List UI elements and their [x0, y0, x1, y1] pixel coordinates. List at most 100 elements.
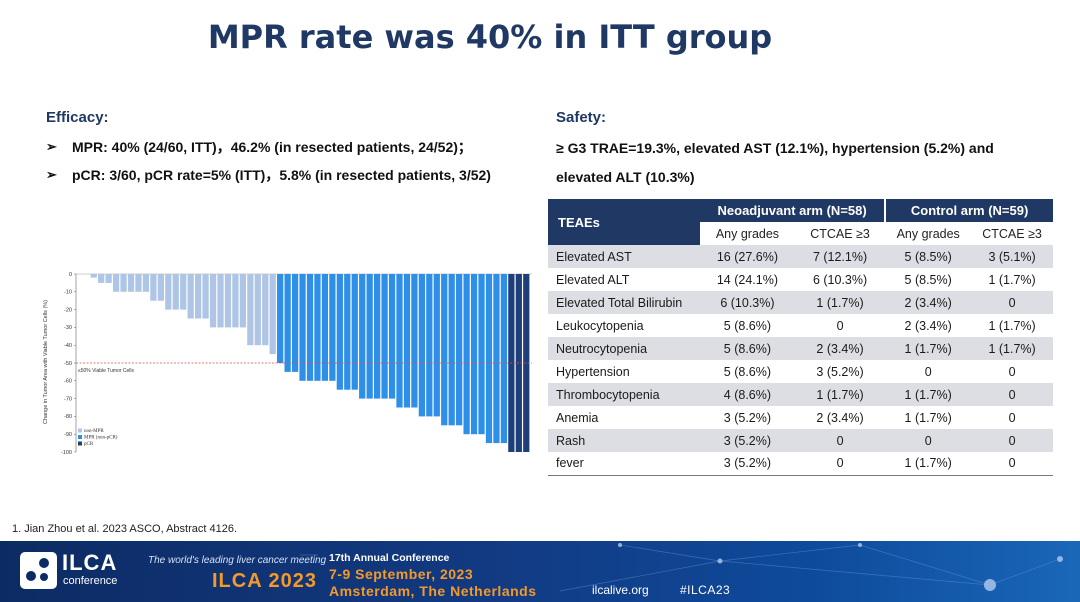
table-cell: 1 (1.7%)	[885, 383, 972, 406]
legend-swatch	[78, 428, 82, 433]
bar	[150, 274, 157, 301]
table-cell: 0	[971, 291, 1053, 314]
efficacy-heading: Efficacy:	[46, 109, 109, 126]
bar	[485, 274, 493, 444]
table-cell: 5 (8.5%)	[885, 245, 972, 268]
table-cell: 5 (8.6%)	[700, 337, 795, 360]
table-cell: 3 (5.2%)	[700, 429, 795, 452]
table-cell: 1 (1.7%)	[794, 291, 886, 314]
table-cell: 5 (8.6%)	[700, 314, 795, 337]
bar	[359, 274, 366, 399]
table-row: Elevated AST 16 (27.6%) 7 (12.1%) 5 (8.5…	[548, 245, 1053, 268]
waterfall-chart: Change in Tumor Area with Viable Tumor C…	[43, 272, 532, 456]
y-axis-label: Change in Tumor Area with Viable Tumor C…	[43, 300, 49, 424]
bar	[269, 274, 276, 355]
efficacy-bullet-text: pCR: 3/60, pCR rate=5% (ITT)，5.8% (in re…	[72, 167, 491, 183]
bar	[157, 274, 164, 301]
bar	[172, 274, 179, 310]
table-cell: 5 (8.6%)	[700, 360, 795, 383]
bar	[105, 274, 112, 283]
y-tick-label: -20	[64, 307, 72, 313]
table-cell: 1 (1.7%)	[971, 314, 1053, 337]
table-cell: 0	[885, 360, 972, 383]
table-cell: 3 (5.1%)	[971, 245, 1053, 268]
legend-label: pCR	[84, 442, 94, 447]
event-name: ILCA 2023	[212, 570, 317, 592]
header-neoadjuvant-arm: Neoadjuvant arm (N=58)	[700, 199, 886, 222]
subheader-cell: CTCAE ≥3	[794, 222, 886, 245]
bar	[456, 274, 463, 426]
bar	[500, 274, 508, 444]
bar	[217, 274, 224, 328]
table-cell: 0	[971, 452, 1053, 476]
row-label: Neutrocytopenia	[548, 337, 700, 360]
bar	[202, 274, 209, 319]
row-label: Elevated Total Bilirubin	[548, 291, 700, 314]
event-dates: 7-9 September, 2023	[329, 566, 474, 582]
annual-conference: 17th Annual Conference	[329, 552, 450, 564]
y-tick-label: -100	[61, 450, 72, 456]
bar	[344, 274, 351, 390]
bar	[180, 274, 187, 310]
table-cell: 3 (5.2%)	[794, 360, 886, 383]
bars	[90, 274, 530, 452]
bar	[90, 274, 97, 278]
bar	[478, 274, 485, 435]
bar	[299, 274, 306, 381]
bar	[291, 274, 299, 372]
network-decoration-icon	[300, 543, 1063, 592]
hashtag: #ILCA23	[680, 583, 731, 597]
efficacy-bullet-pcr: ➢ pCR: 3/60, pCR rate=5% (ITT)，5.8% (in …	[46, 161, 526, 189]
bar	[441, 274, 448, 426]
row-label: Anemia	[548, 406, 700, 429]
table-row: Thrombocytopenia 4 (8.6%) 1 (1.7%) 1 (1.…	[548, 383, 1053, 406]
bar	[254, 274, 261, 346]
y-tick-label: -30	[64, 325, 72, 331]
arrow-bullet-icon: ➢	[46, 167, 57, 182]
footnote: 1. Jian Zhou et al. 2023 ASCO, Abstract …	[12, 523, 238, 535]
bar	[426, 274, 433, 417]
bar	[403, 274, 411, 408]
bar	[98, 274, 105, 283]
table-cell: 6 (10.3%)	[794, 268, 886, 291]
table-row: Elevated Total Bilirubin 6 (10.3%) 1 (1.…	[548, 291, 1053, 314]
website-link[interactable]: ilcalive.org	[592, 583, 649, 597]
table-cell: 1 (1.7%)	[885, 452, 972, 476]
y-tick-label: 0	[69, 272, 72, 278]
table-cell: 1 (1.7%)	[885, 406, 972, 429]
table-cell: 1 (1.7%)	[885, 337, 972, 360]
bar	[470, 274, 478, 435]
row-label: Rash	[548, 429, 700, 452]
table-cell: 2 (3.4%)	[885, 291, 972, 314]
bar	[321, 274, 329, 381]
table-row: Rash 3 (5.2%) 0 0 0	[548, 429, 1053, 452]
efficacy-bullet-mpr: ➢ MPR: 40% (24/60, ITT)，46.2% (in resect…	[46, 133, 526, 161]
y-tick-label: -90	[64, 432, 72, 438]
table-cell: 2 (3.4%)	[794, 406, 886, 429]
table-cell: 0	[971, 383, 1053, 406]
legend: non-MPR MPR (non-pCR)pCR	[78, 428, 118, 447]
table-row: Leukocytopenia 5 (8.6%) 0 2 (3.4%) 1 (1.…	[548, 314, 1053, 337]
logo-text: ILCA	[62, 550, 118, 575]
table-cell: 2 (3.4%)	[885, 314, 972, 337]
bar	[127, 274, 135, 292]
bar	[239, 274, 247, 328]
legend-label: non-MPR	[84, 429, 104, 434]
bar	[195, 274, 202, 319]
bar	[388, 274, 396, 399]
table-cell: 0	[794, 452, 886, 476]
bar	[277, 274, 284, 363]
bar	[433, 274, 440, 417]
safety-summary: ≥ G3 TRAE=19.3%, elevated AST (12.1%), h…	[556, 140, 994, 185]
ilca-logo-icon	[20, 552, 57, 589]
table-cell: 0	[971, 406, 1053, 429]
y-tick-label: -50	[64, 361, 72, 367]
bar	[448, 274, 455, 426]
table-row: Neutrocytopenia 5 (8.6%) 2 (3.4%) 1 (1.7…	[548, 337, 1053, 360]
bar	[373, 274, 381, 399]
bar	[493, 274, 500, 444]
bar	[523, 274, 530, 452]
table-cell: 14 (24.1%)	[700, 268, 795, 291]
efficacy-bullet-text: MPR: 40% (24/60, ITT)，46.2% (in resected…	[72, 139, 472, 155]
row-label: Elevated ALT	[548, 268, 700, 291]
